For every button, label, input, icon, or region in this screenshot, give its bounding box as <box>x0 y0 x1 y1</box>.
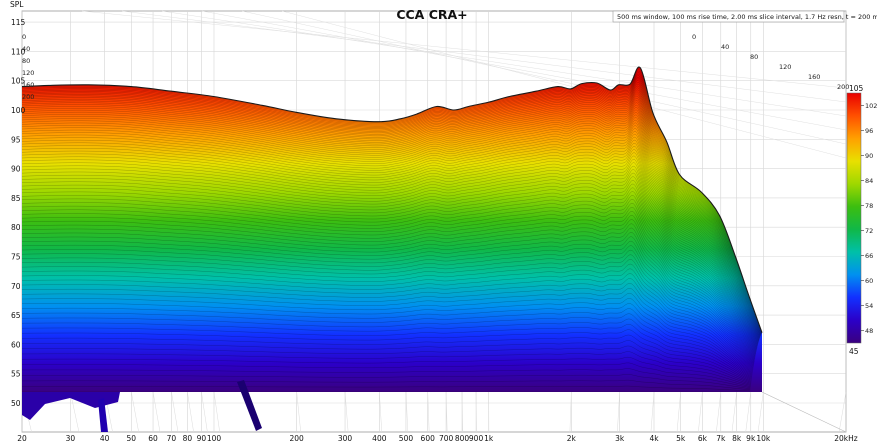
surface-top-line <box>21 66 763 333</box>
color-scale-tick-label: 72 <box>865 227 873 235</box>
y-tick-label: 105 <box>11 77 26 86</box>
color-scale-tick-label: 66 <box>865 252 873 260</box>
x-tick-label: 900 <box>469 434 484 443</box>
x-tick-label: 200 <box>290 434 305 443</box>
y-tick-label: 90 <box>11 165 21 174</box>
waterfall-surface <box>21 66 763 432</box>
x-tick-label: 90 <box>197 434 207 443</box>
y-tick-label: 75 <box>11 253 21 262</box>
color-scale-ticks: 102 96 90 84 78 72 66 60 54 48 <box>861 102 877 335</box>
color-scale-bar <box>846 92 862 344</box>
time-tick-left: 80 <box>22 57 30 65</box>
x-tick-label: 6k <box>698 434 708 443</box>
surface-base-fragments <box>22 380 262 432</box>
time-tick-right: 120 <box>779 63 791 71</box>
time-tick-left: 200 <box>22 93 34 101</box>
color-scale-tick-label: 78 <box>865 202 873 210</box>
x-tick-label: 700 <box>439 434 454 443</box>
x-tick-label: 600 <box>421 434 436 443</box>
x-tick-label: 80 <box>183 434 193 443</box>
y-tick-label: 80 <box>11 223 21 232</box>
y-axis-label: SPL <box>10 0 24 9</box>
y-tick-label: 50 <box>11 399 21 408</box>
x-tick-label: 40 <box>100 434 110 443</box>
time-tick-left: 160 <box>22 81 34 89</box>
y-tick-label: 100 <box>11 106 26 115</box>
y-tick-label: 115 <box>11 18 26 27</box>
y-tick-label: 85 <box>11 194 21 203</box>
x-tick-label: 1k <box>484 434 494 443</box>
time-tick-right: 0 <box>692 33 696 41</box>
x-tick-label: 20 <box>17 434 27 443</box>
color-scale-max-label: 105 <box>849 84 864 93</box>
x-tick-label: 8k <box>732 434 742 443</box>
time-tick-right: 40 <box>721 43 729 51</box>
x-tick-label: 20kHz <box>834 434 858 443</box>
x-tick-label: 2k <box>567 434 577 443</box>
settings-annotation: 500 ms window, 100 ms rise time, 2.00 ms… <box>617 13 877 21</box>
color-scale-tick-label: 102 <box>865 102 877 110</box>
y-tick-label: 110 <box>11 47 26 56</box>
x-tick-label: 500 <box>399 434 414 443</box>
x-tick-label: 50 <box>127 434 137 443</box>
time-tick-left: 0 <box>22 33 26 41</box>
time-tick-right: 80 <box>750 53 758 61</box>
y-tick-label: 55 <box>11 370 21 379</box>
color-scale-min-label: 45 <box>849 347 859 356</box>
x-tick-label: 7k <box>716 434 726 443</box>
time-tick-left: 40 <box>22 45 30 53</box>
color-scale-tick-label: 90 <box>865 152 873 160</box>
y-tick-label: 70 <box>11 282 21 291</box>
settings-annotation-box: 500 ms window, 100 ms rise time, 2.00 ms… <box>612 10 877 23</box>
time-axis-right: 0 40 80 120 160 200 <box>692 33 849 91</box>
color-scale-tick-label: 60 <box>865 277 873 285</box>
x-tick-label: 10k <box>756 434 771 443</box>
x-tick-label: 800 <box>455 434 470 443</box>
x-tick-label: 30 <box>66 434 76 443</box>
color-scale: 105 45 102 96 90 84 78 72 66 60 54 48 <box>846 84 877 356</box>
x-axis-ticks: 20 30 40 50 60 70 80 90 100 200 300 400 500 600 700 800… <box>17 434 858 443</box>
surface-fill <box>22 67 762 392</box>
x-tick-label: 400 <box>372 434 387 443</box>
x-tick-label: 300 <box>338 434 353 443</box>
color-scale-tick-label: 84 <box>865 177 873 185</box>
x-tick-label: 9k <box>746 434 756 443</box>
y-axis-ticks: 50 55 60 65 70 75 80 85 90 95 100 105 110 115 <box>11 18 26 408</box>
y-tick-label: 95 <box>11 135 21 144</box>
chart-title: CCA CRA+ <box>396 7 467 22</box>
color-scale-tick-label: 48 <box>865 327 873 335</box>
x-tick-label: 4k <box>649 434 659 443</box>
time-tick-right: 200 <box>837 83 849 91</box>
y-tick-label: 60 <box>11 340 21 349</box>
time-axis-left: 0 40 80 120 160 200 <box>22 33 34 101</box>
x-tick-label: 3k <box>615 434 625 443</box>
time-tick-left: 120 <box>22 69 34 77</box>
x-tick-label: 100 <box>207 434 222 443</box>
y-tick-label: 65 <box>11 311 21 320</box>
x-tick-label: 5k <box>676 434 686 443</box>
color-scale-tick-label: 96 <box>865 127 873 135</box>
x-tick-label: 70 <box>167 434 177 443</box>
color-scale-tick-label: 54 <box>865 302 873 310</box>
x-tick-label: 60 <box>148 434 158 443</box>
time-tick-right: 160 <box>808 73 820 81</box>
